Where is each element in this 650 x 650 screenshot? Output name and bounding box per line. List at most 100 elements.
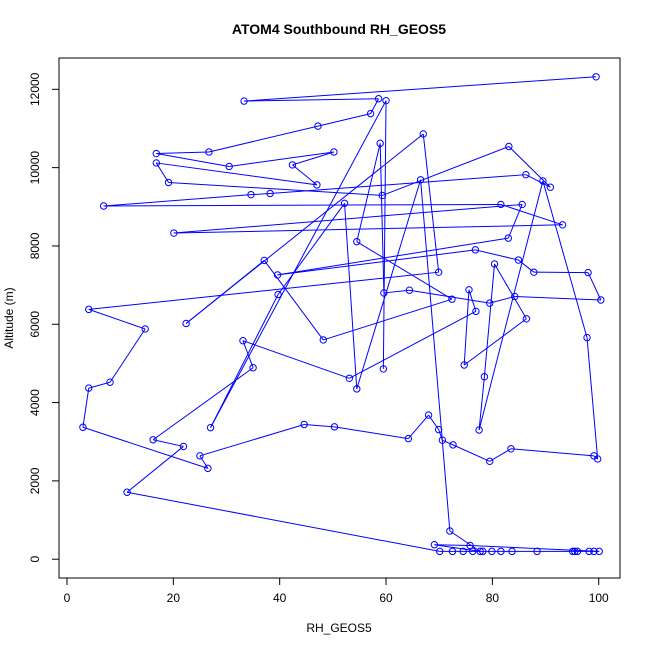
data-point xyxy=(164,178,173,187)
data-point xyxy=(273,271,282,279)
data-point xyxy=(434,425,443,434)
series-segment xyxy=(317,113,371,127)
series-segment xyxy=(510,448,594,457)
x-tick-label: 100 xyxy=(589,591,609,605)
series-segment xyxy=(173,224,563,234)
data-point xyxy=(465,286,473,294)
data-point xyxy=(479,547,487,556)
data-point xyxy=(152,149,161,158)
data-point xyxy=(204,464,212,473)
data-point xyxy=(497,547,505,556)
series-segment xyxy=(82,426,209,469)
series-segment xyxy=(489,295,515,304)
series-segment xyxy=(483,263,496,377)
data-point xyxy=(486,299,494,307)
series-segment xyxy=(356,179,422,390)
series-segment xyxy=(452,444,490,462)
y-tick-label: 12000 xyxy=(28,72,42,106)
series-segment xyxy=(500,203,563,226)
x-tick-label: 40 xyxy=(273,591,287,605)
series-segment xyxy=(168,182,383,196)
data-point xyxy=(505,142,513,151)
data-point xyxy=(590,547,598,556)
data-point xyxy=(288,161,297,169)
y-axis-label: Altitude (m) xyxy=(2,287,16,348)
data-point xyxy=(475,426,483,434)
data-point xyxy=(330,148,338,156)
data-point xyxy=(382,96,390,105)
y-tick-label: 6000 xyxy=(28,311,42,338)
series-segment xyxy=(126,491,440,552)
series-segment xyxy=(525,174,551,188)
series-points xyxy=(79,73,605,556)
series-segment xyxy=(507,204,523,239)
data-point xyxy=(205,148,213,156)
series-segment xyxy=(153,439,184,447)
series-segment xyxy=(478,180,544,431)
data-point xyxy=(239,337,247,345)
series-segment xyxy=(586,337,599,460)
data-point xyxy=(340,199,349,207)
data-point xyxy=(152,159,161,167)
series-segment xyxy=(277,202,345,295)
series-segment xyxy=(494,263,527,320)
data-point xyxy=(266,189,274,198)
data-point xyxy=(518,200,526,209)
series-segment xyxy=(103,194,252,207)
data-point xyxy=(573,547,582,556)
data-point xyxy=(366,109,375,118)
series-segment xyxy=(244,76,597,102)
series-segment xyxy=(434,544,471,546)
data-point xyxy=(79,423,87,431)
data-point xyxy=(225,162,233,171)
series-segment xyxy=(442,439,454,446)
series-segment xyxy=(334,426,409,440)
data-point xyxy=(533,547,541,556)
data-point xyxy=(476,547,484,556)
y-tick-label: 4000 xyxy=(28,389,42,416)
series-segment xyxy=(428,414,440,430)
series-segment xyxy=(210,294,279,428)
data-point xyxy=(471,246,480,254)
series-segment xyxy=(382,100,387,369)
series-segment xyxy=(304,424,335,428)
data-point xyxy=(507,445,515,453)
data-point xyxy=(85,384,93,392)
series-segment xyxy=(277,237,509,276)
data-point xyxy=(170,229,178,237)
data-point xyxy=(508,547,516,556)
data-point xyxy=(141,325,149,333)
y-tick-label: 8000 xyxy=(28,232,42,259)
data-point xyxy=(353,385,361,393)
data-point xyxy=(247,190,255,199)
x-axis-label: RH_GEOS5 xyxy=(306,621,372,635)
data-point xyxy=(539,177,547,185)
series-segment xyxy=(420,179,451,532)
data-point xyxy=(434,268,443,276)
series-segment xyxy=(470,545,600,552)
data-point xyxy=(249,364,257,372)
series-segment xyxy=(199,455,209,469)
series-segment xyxy=(155,162,169,183)
data-point xyxy=(430,541,439,549)
data-point xyxy=(438,436,447,444)
data-point xyxy=(504,234,513,242)
series-segment xyxy=(514,295,601,301)
data-point xyxy=(571,547,579,556)
series-segment xyxy=(277,249,476,276)
data-point xyxy=(313,181,321,189)
data-point xyxy=(85,305,93,314)
data-point xyxy=(405,286,414,294)
y-axis: 0 2000 4000 6000 8000 10000 12000 xyxy=(28,72,60,563)
data-point xyxy=(206,423,215,432)
data-point xyxy=(182,319,190,328)
data-point xyxy=(345,374,354,383)
data-point xyxy=(558,221,567,229)
series-segment xyxy=(88,308,146,330)
x-tick-label: 20 xyxy=(167,591,181,605)
data-point xyxy=(459,547,467,556)
series-segment xyxy=(323,298,453,341)
data-point xyxy=(196,452,204,460)
x-tick-label: 60 xyxy=(379,591,393,605)
data-point xyxy=(319,336,327,344)
